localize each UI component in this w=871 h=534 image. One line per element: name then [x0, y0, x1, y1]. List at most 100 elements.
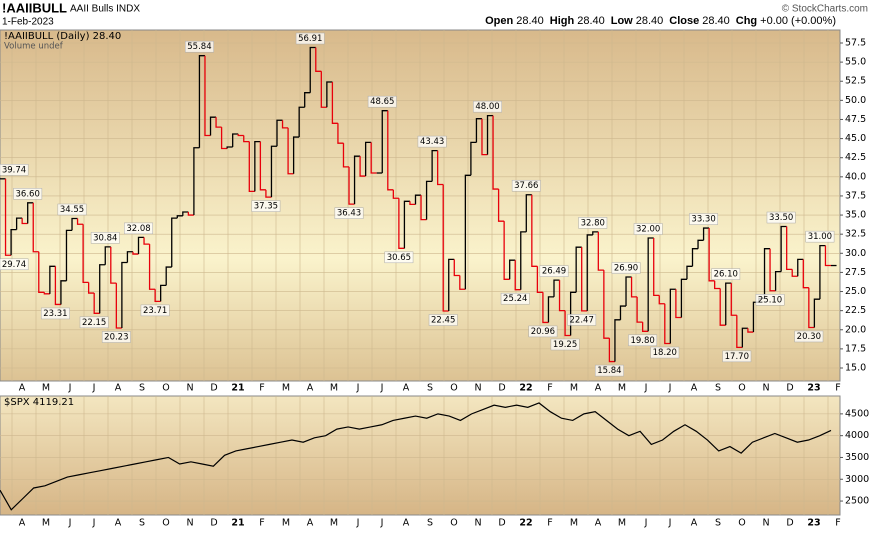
x-tick-label: A: [115, 383, 122, 394]
x-tick-label: J: [380, 518, 384, 529]
step-segment: [353, 155, 361, 205]
ohlc: +0.00 (+0.00%)Chg28.40Close28.40Low28.40…: [485, 15, 836, 27]
label-box: [90, 232, 120, 244]
x-tick-label: M: [282, 518, 290, 529]
x-tick-label: A: [307, 518, 314, 529]
step-segment: [802, 259, 809, 289]
ohlc-label: Low: [611, 15, 633, 27]
y-tick-label: 25.0: [845, 286, 866, 297]
data-label: 20.30: [797, 332, 821, 342]
data-label: 36.43: [337, 209, 361, 219]
step-segment: [21, 218, 28, 225]
step-segment: [10, 228, 17, 256]
step-segment: [448, 258, 455, 312]
label-box: [539, 265, 569, 277]
step-segment: [143, 237, 150, 245]
label-box: [13, 188, 43, 200]
step-segment: [32, 202, 39, 253]
step-segment: [104, 246, 111, 265]
step-segment: [608, 338, 615, 363]
step-segment: [248, 141, 255, 193]
data-label: 30.65: [387, 253, 411, 263]
label-box: [628, 334, 658, 347]
y-tick-label: 17.5: [845, 343, 866, 354]
label-box: [500, 292, 530, 305]
y-tick-label: 15.0: [845, 363, 866, 374]
step-segment: [359, 156, 366, 177]
x-tick-label: O: [450, 383, 457, 394]
label-box: [578, 217, 608, 229]
step-segment: [60, 280, 67, 305]
data-label: 26.90: [614, 264, 638, 274]
step-segment: [819, 244, 826, 300]
label-box: [0, 164, 29, 176]
step-segment: [486, 114, 494, 155]
data-label: 26.49: [542, 267, 566, 277]
data-label: 19.80: [630, 336, 654, 346]
x-tick-label: M: [282, 383, 290, 394]
x-tick-label: A: [595, 383, 602, 394]
step-segment: [625, 276, 632, 307]
step-segment: [774, 270, 782, 291]
step-segment: [697, 239, 704, 249]
step-segment: [381, 110, 388, 173]
x-tick-label: J: [356, 383, 360, 394]
x-tick-label: O: [450, 518, 457, 529]
label-box: [722, 350, 752, 363]
ohlc-label: Close: [669, 15, 699, 27]
ohlc-label: Open: [485, 15, 513, 27]
step-segment: [453, 259, 460, 277]
step-segment: [160, 284, 167, 302]
y-tick-label: 22.5: [845, 305, 866, 316]
ohlc-label: Chg: [736, 15, 757, 27]
label-box: [334, 207, 364, 219]
data-label: 34.55: [60, 205, 84, 215]
step-segment: [736, 315, 743, 349]
y-tick-label: 37.5: [845, 190, 866, 201]
label-box: [251, 200, 281, 212]
x-tick-label: D: [786, 383, 793, 394]
step-segment: [708, 228, 715, 282]
step-segment: [15, 217, 23, 230]
step-segment: [581, 247, 588, 312]
data-label: 56.91: [298, 34, 322, 44]
x-tick-label: M: [570, 518, 578, 529]
step-segment: [558, 280, 566, 312]
ohlc-value: 28.40: [636, 15, 664, 27]
data-label: 32.00: [636, 225, 660, 235]
step-segment: [237, 134, 244, 137]
data-label: 26.10: [714, 270, 738, 280]
y-tick-label: 30.0: [845, 248, 866, 259]
legend-entry: !AAIIBULL (Daily) 28.40: [4, 31, 121, 42]
data-label: 36.60: [16, 189, 40, 199]
step-segment: [182, 211, 189, 216]
step-segment: [459, 275, 466, 290]
label-box: [140, 304, 170, 317]
x-tick-label: D: [210, 383, 217, 394]
data-label: 25.24: [503, 294, 527, 304]
x-tick-label: M: [618, 383, 626, 394]
step-segment: [547, 296, 554, 323]
label-box: [295, 32, 325, 45]
step-segment: [653, 238, 660, 297]
x-tick-label: F: [835, 383, 840, 394]
step-segment: [520, 231, 527, 290]
ohlc-value: 28.40: [577, 15, 605, 27]
step-segment: [71, 217, 78, 231]
y-tick-label: 57.5: [845, 38, 866, 49]
step-segment: [769, 248, 776, 292]
data-label: 48.65: [370, 97, 394, 107]
step-segment: [215, 117, 222, 128]
step-segment: [348, 166, 355, 205]
step-segment: [27, 202, 34, 224]
step-segment: [132, 251, 139, 255]
step-segment: [791, 269, 798, 277]
x-tick-label: M: [42, 383, 50, 394]
step-segment: [437, 150, 444, 186]
x-tick-label: D: [498, 383, 505, 394]
step-segment: [780, 225, 787, 272]
step-segment: [503, 221, 510, 280]
x-tick-label: S: [715, 518, 721, 529]
step-segment: [603, 270, 610, 339]
data-label: 43.43: [420, 137, 444, 147]
